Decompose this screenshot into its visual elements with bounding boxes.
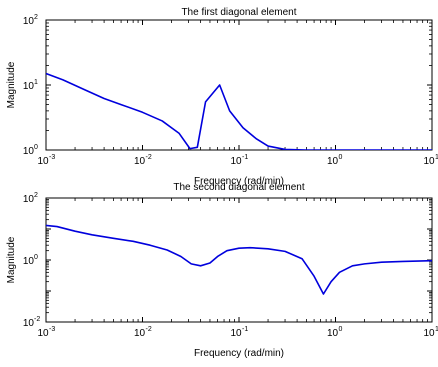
- x-tick-label-exponent: 1: [435, 154, 438, 161]
- x-tick-label: 10: [423, 156, 435, 167]
- x-tick-label-exponent: 0: [339, 154, 343, 161]
- x-tick-label-exponent: -1: [242, 326, 248, 333]
- x-axis-label: Frequency (rad/min): [194, 176, 284, 187]
- y-tick-label-exponent: -2: [34, 316, 40, 323]
- chart-title: The first diagonal element: [181, 7, 296, 18]
- axis-ticks: [45, 197, 433, 323]
- y-tick-label: 10: [23, 81, 35, 92]
- axes-frame: [45, 197, 433, 323]
- x-tick-label: 10: [230, 328, 242, 339]
- x-tick-label-exponent: 0: [339, 326, 343, 333]
- x-tick-label-exponent: -3: [49, 326, 55, 333]
- x-tick-label-exponent: -3: [49, 154, 55, 161]
- y-tick-label: 10: [23, 16, 35, 27]
- x-tick-label-exponent: -1: [242, 154, 248, 161]
- x-tick-label: 10: [327, 328, 339, 339]
- y-tick-label-exponent: 2: [34, 14, 38, 21]
- y-tick-label: 10: [23, 194, 35, 205]
- y-tick-label-exponent: 1: [34, 79, 38, 86]
- x-tick-label: 10: [327, 156, 339, 167]
- y-tick-label-exponent: 2: [34, 192, 38, 199]
- chart-title: The second diagonal element: [173, 182, 304, 193]
- y-tick-label: 10: [23, 146, 35, 157]
- chart-panel-first: The first diagonal element Frequency (ra…: [6, 7, 438, 187]
- x-tick-label-exponent: 1: [435, 326, 438, 333]
- x-tick-label: 10: [134, 328, 146, 339]
- y-axis-label: Magnitude: [6, 236, 17, 283]
- y-axis-label: Magnitude: [6, 61, 17, 108]
- x-tick-label: 10: [230, 156, 242, 167]
- x-tick-label-exponent: -2: [146, 326, 152, 333]
- y-tick-label: 10: [23, 256, 35, 267]
- series-line: [46, 72, 432, 150]
- y-tick-label-exponent: 0: [34, 254, 38, 261]
- x-tick-label-exponent: -2: [146, 154, 152, 161]
- axis-ticks: [45, 19, 433, 151]
- series-line: [46, 224, 432, 295]
- x-tick-label: 10: [37, 156, 49, 167]
- x-tick-label: 10: [423, 328, 435, 339]
- y-tick-label-exponent: 0: [34, 144, 38, 151]
- chart-panel-second: The second diagonal element Frequency (r…: [6, 182, 438, 359]
- y-tick-label: 10: [23, 318, 35, 329]
- x-tick-label: 10: [37, 328, 49, 339]
- x-axis-label: Frequency (rad/min): [194, 348, 284, 359]
- axes-frame: [45, 19, 433, 151]
- x-tick-label: 10: [134, 156, 146, 167]
